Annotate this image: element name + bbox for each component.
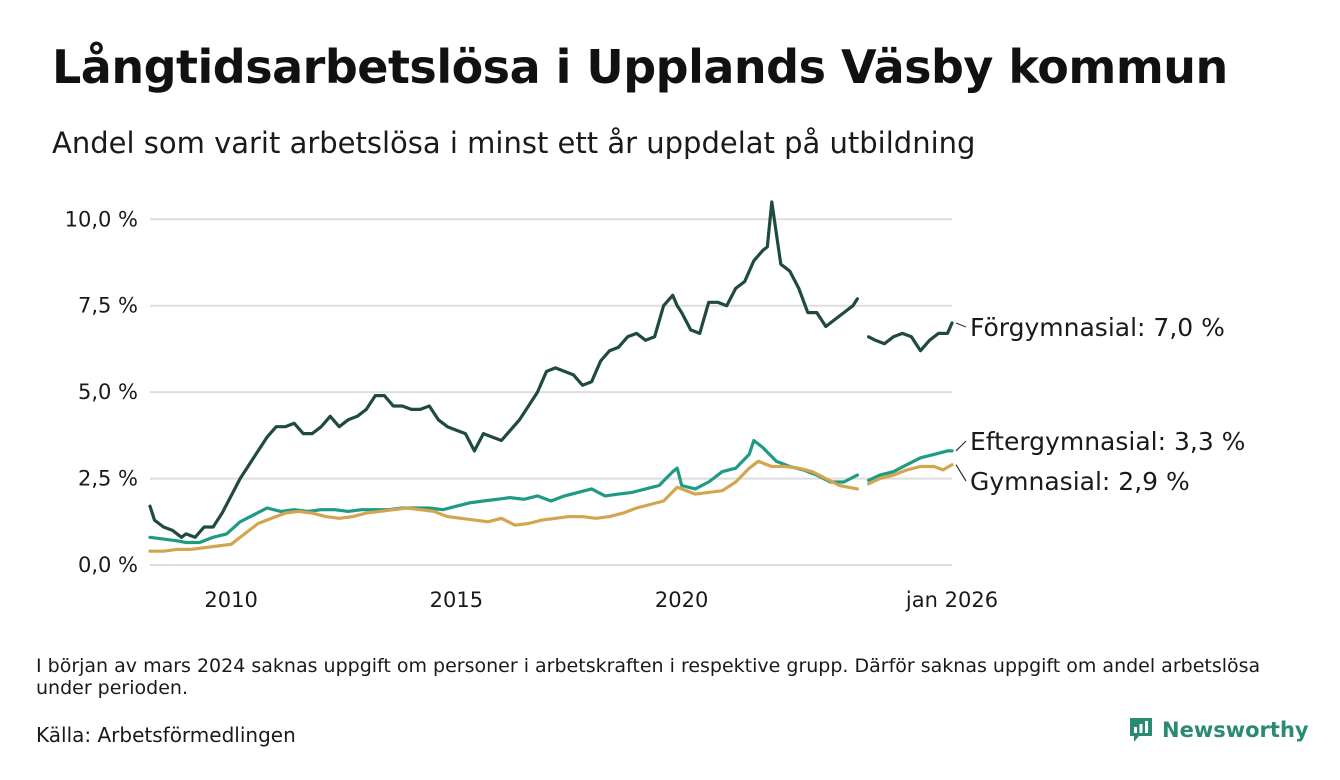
y-tick-label: 5,0 % [78,380,138,404]
x-tick-label: jan 2026 [905,588,998,612]
y-axis-ticks: 0,0 % 2,5 % 5,0 % 7,5 % 10,0 % [65,207,138,577]
brand-name: Newsworthy [1162,718,1309,742]
series-line-forgymnasial [148,200,954,539]
end-label-gymnasial: Gymnasial: 2,9 % [970,467,1190,496]
y-tick-label: 2,5 % [78,467,138,491]
end-labels: Förgymnasial: 7,0 % Eftergymnasial: 3,3 %… [955,313,1245,496]
brand-logo[interactable]: Newsworthy [1128,716,1309,744]
end-label-connector [955,464,967,482]
line-chart: 0,0 % 2,5 % 5,0 % 7,5 % 10,0 % 2010 2015 2020 j… [65,200,1245,612]
end-label-connector [955,322,967,328]
end-label-connector [955,440,967,452]
y-tick-label: 7,5 % [78,294,138,318]
source-note: Källa: Arbetsförmedlingen [36,723,296,747]
x-tick-label: 2020 [655,588,708,612]
x-tick-label: 2010 [204,588,257,612]
chart-title: Långtidsarbetslösa i Upplands Väsby komm… [52,40,1228,94]
series-line-eftergymnasial [148,438,954,545]
footnote: I början av mars 2024 saknas uppgift om … [36,655,1261,699]
end-label-eftergymnasial: Eftergymnasial: 3,3 % [970,427,1245,456]
series-lines [148,200,954,553]
grid-lines [150,218,952,566]
end-label-forgymnasial: Förgymnasial: 7,0 % [970,313,1225,342]
y-tick-label: 0,0 % [78,553,138,577]
x-axis-ticks: 2010 2015 2020 jan 2026 [204,588,998,612]
x-tick-label: 2015 [430,588,483,612]
y-tick-label: 10,0 % [65,207,138,231]
newsworthy-logo-icon [1130,718,1152,742]
series-line-gymnasial [148,459,954,553]
chart-subtitle: Andel som varit arbetslösa i minst ett å… [52,126,976,160]
